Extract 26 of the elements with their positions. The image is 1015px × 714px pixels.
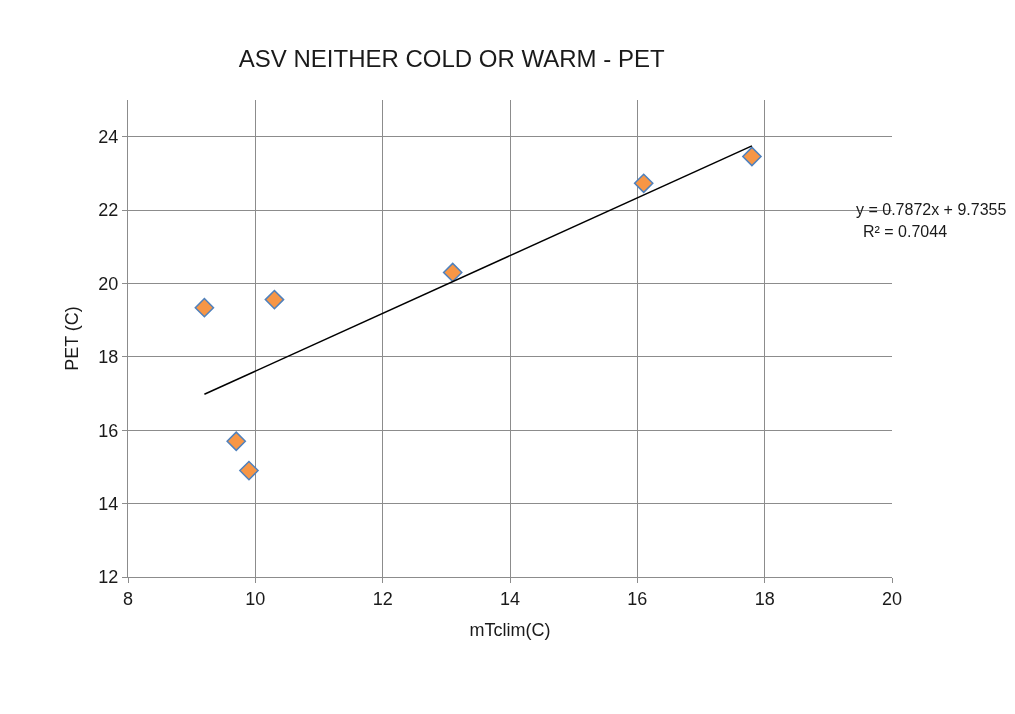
annotation: R² = 0.7044 <box>863 223 948 240</box>
y-tick-label: 22 <box>98 200 119 221</box>
x-tick-label: 14 <box>499 588 521 609</box>
y-tick-label: 18 <box>98 347 119 368</box>
y-tick-label: 24 <box>98 126 119 147</box>
point <box>264 289 285 310</box>
y-tick-label: 14 <box>98 493 119 514</box>
point <box>194 297 215 318</box>
y-axis-title: PET (C) <box>61 306 82 371</box>
x-tick-label: 12 <box>372 588 393 609</box>
chart-title: ASV NEITHER COLD OR WARM - PET <box>238 44 665 72</box>
annotation: y = 0.7872x + 9.7355 <box>856 201 1007 218</box>
x-tick-label: 8 <box>122 588 134 609</box>
x-tick-label: 10 <box>245 588 266 609</box>
y-tick-label: 16 <box>98 420 119 441</box>
x-axis-title: mTclim(C) <box>469 619 551 640</box>
x-tick-label: 16 <box>627 588 648 609</box>
point <box>239 460 259 481</box>
point <box>226 431 247 452</box>
x-tick-label: 18 <box>754 588 775 609</box>
point <box>442 262 463 283</box>
point <box>742 146 762 167</box>
y-tick-label: 20 <box>98 273 119 294</box>
point <box>633 173 654 194</box>
x-tick-label: 20 <box>881 588 903 609</box>
y-tick-label: 12 <box>98 567 119 588</box>
